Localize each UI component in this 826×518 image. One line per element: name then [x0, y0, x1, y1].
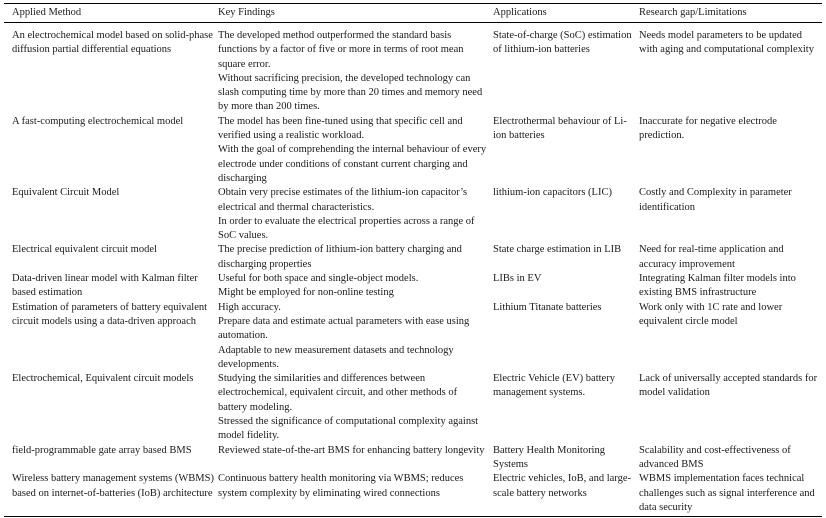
findings-cell: High accuracy. Prepare data and estimate …	[218, 301, 493, 372]
finding: Studying the similarities and difference…	[218, 373, 458, 413]
findings-cell: Useful for both space and single-object …	[218, 272, 493, 301]
finding: Obtain very precise estimates of the lit…	[218, 187, 468, 213]
method-cell: Electrical equivalent circuit model	[12, 244, 157, 256]
method-cell: Equivalent Circuit Model	[12, 187, 120, 199]
applications-cell: LIBs in EV	[493, 273, 542, 285]
finding: The developed method outperformed the st…	[218, 30, 464, 70]
header-cell: Key Findings	[218, 3, 493, 23]
gaps-cell: WBMS implementation faces technical chal…	[639, 472, 822, 518]
finding: Without sacrificing precision, the devel…	[218, 72, 483, 113]
findings-cell: Continuous battery health monitoring via…	[218, 472, 493, 518]
gaps-cell: Needs model parameters to be updated wit…	[639, 30, 814, 56]
gaps-cell: Integrating Kalman filter models into ex…	[639, 273, 796, 299]
table-row: A fast-computing electrochemical model Th…	[4, 115, 822, 186]
table-row: Data-driven linear model with Kalman fil…	[4, 272, 822, 301]
method-cell: An electrochemical model based on solid-…	[12, 30, 213, 56]
header-cell: Applied Method	[4, 3, 218, 23]
finding: With the goal of comprehending the inter…	[218, 144, 487, 184]
finding: Might be employed for non-online testing	[218, 287, 394, 299]
table-row: Electrochemical, Equivalent circuit mode…	[4, 372, 822, 443]
findings-cell: The model has been fine-tuned using that…	[218, 115, 493, 186]
finding: Adaptable to new measurement datasets an…	[218, 344, 454, 370]
applications-cell: State charge estimation in LIB	[493, 244, 622, 256]
applications-cell: lithium-ion capacitors (LIC)	[493, 187, 612, 199]
header-row: Applied Method Key Findings Applications Re…	[4, 3, 822, 23]
gaps-cell: Work only with 1C rate and lower equival…	[639, 301, 783, 327]
table-row: Electrical equivalent circuit model The p…	[4, 243, 822, 272]
applications-cell: Electric Vehicle (EV) battery management…	[493, 373, 615, 399]
gaps-cell: Need for real-time application and accur…	[639, 244, 784, 270]
finding: Useful for both space and single-object …	[218, 273, 419, 285]
finding: Continuous battery health monitoring via…	[218, 473, 464, 499]
table-body: An electrochemical model based on solid-…	[4, 23, 822, 518]
method-cell: A fast-computing electrochemical model	[12, 115, 184, 127]
table-row: field-programmable gate array based BMS R…	[4, 444, 822, 473]
findings-cell: The precise prediction of lithium-ion ba…	[218, 243, 493, 272]
finding: Reviewed state-of-the-art BMS for enhanc…	[218, 444, 485, 456]
finding: In order to evaluate the electrical prop…	[218, 215, 475, 242]
applications-cell: Electrothermal behaviour of Li-ion batte…	[493, 115, 627, 142]
finding: High accuracy.	[218, 301, 281, 313]
finding: Prepare data and estimate actual paramet…	[218, 315, 470, 342]
gaps-cell: Lack of universally accepted standards f…	[639, 373, 818, 399]
findings-cell: Studying the similarities and difference…	[218, 372, 493, 443]
applications-cell: Battery Health Monitoring Systems	[493, 444, 605, 470]
findings-cell: The developed method outperformed the st…	[218, 23, 493, 115]
gaps-cell: Inaccurate for negative electrode predic…	[639, 115, 777, 142]
header-cell: Research gap/Limitations	[639, 3, 822, 23]
gaps-cell: Costly and Complexity in parameter ident…	[639, 187, 792, 213]
header-cell: Applications	[493, 3, 639, 23]
finding: The precise prediction of lithium-ion ba…	[218, 244, 462, 270]
applications-cell: State-of-charge (SoC) estimation of lith…	[493, 30, 632, 56]
finding: The model has been fine-tuned using that…	[218, 115, 463, 142]
table-row: An electrochemical model based on solid-…	[4, 23, 822, 115]
findings-cell: Reviewed state-of-the-art BMS for enhanc…	[218, 444, 493, 473]
table: Applied Method Key Findings Applications Re…	[4, 3, 822, 518]
method-cell: Wireless battery management systems (WBM…	[4, 472, 218, 518]
table-header: Applied Method Key Findings Applications Re…	[4, 3, 822, 23]
table-row: Wireless battery management systems (WBM…	[4, 472, 822, 518]
method-cell: Electrochemical, Equivalent circuit mode…	[12, 373, 194, 385]
applications-cell: Electric vehicles, IoB, and large-scale …	[493, 472, 639, 518]
applications-cell: Lithium Titanate batteries	[493, 301, 602, 313]
table-row: Estimation of parameters of battery equi…	[4, 301, 822, 372]
method-cell: field-programmable gate array based BMS	[12, 444, 192, 456]
method-cell: Estimation of parameters of battery equi…	[12, 301, 208, 327]
findings-cell: Obtain very precise estimates of the lit…	[218, 186, 493, 243]
table-row: Equivalent Circuit Model Obtain very prec…	[4, 186, 822, 243]
method-cell: Data-driven linear model with Kalman fil…	[12, 273, 198, 299]
finding: Stressed the significance of computation…	[218, 416, 479, 442]
gaps-cell: Scalability and cost-effectiveness of ad…	[639, 444, 791, 470]
